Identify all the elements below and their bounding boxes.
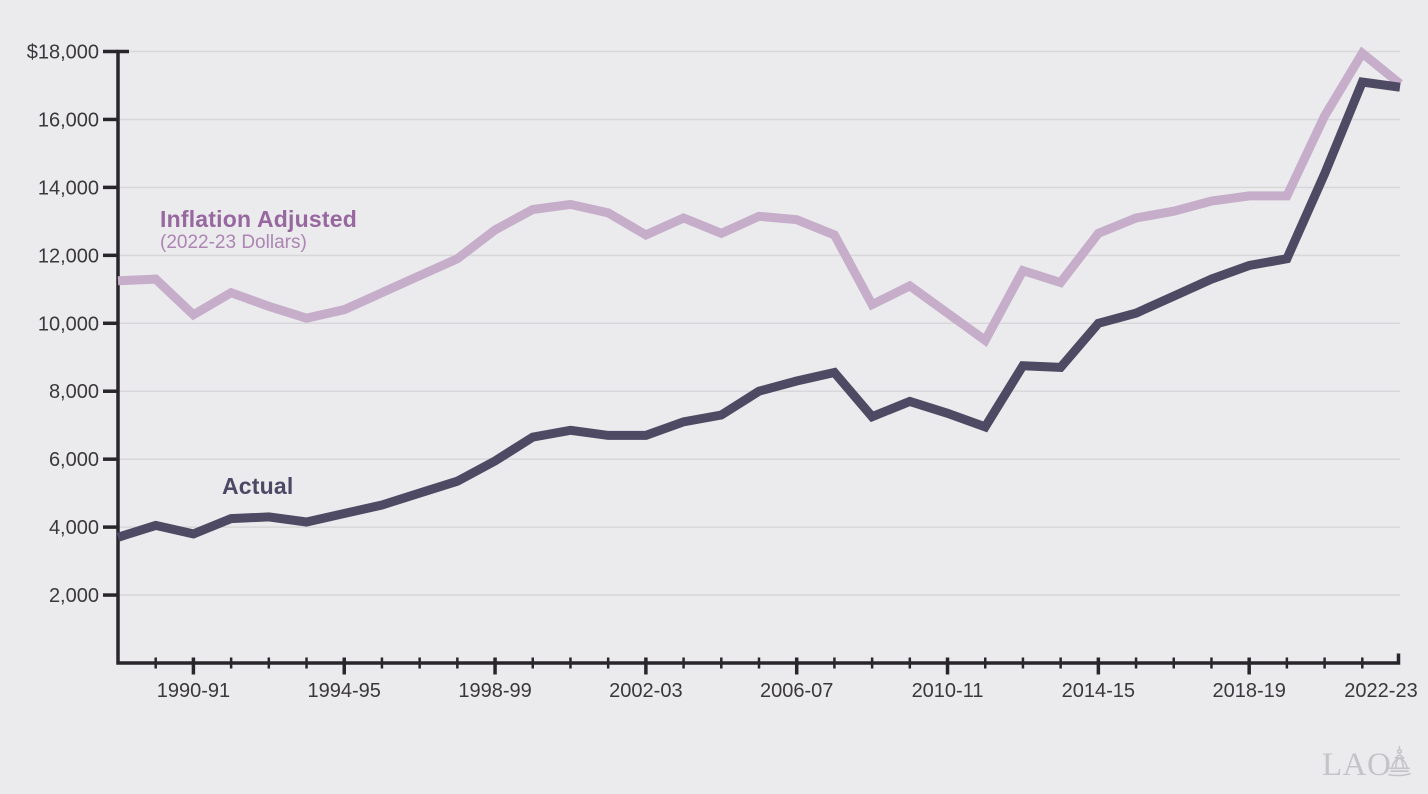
inflation-adjusted-label: Inflation Adjusted <box>160 206 357 232</box>
actual-line <box>116 77 1401 542</box>
y-axis-label: 14,000 <box>38 177 99 199</box>
series-label-inflation-adjusted: Inflation Adjusted (2022-23 Dollars) <box>160 206 357 254</box>
y-axis-label: 10,000 <box>38 313 99 335</box>
x-axis-label: 1990-91 <box>157 680 230 702</box>
y-axis-label: 2,000 <box>49 585 99 607</box>
lao-logo: LAO <box>1322 744 1413 783</box>
x-axis-label: 2002-03 <box>609 680 682 702</box>
x-axis-label: 2006-07 <box>760 680 833 702</box>
y-axis-label: 6,000 <box>49 449 99 471</box>
x-axis-label: 1998-99 <box>458 680 531 702</box>
x-axis-label: 2018-19 <box>1212 680 1285 702</box>
x-axis-label: 2014-15 <box>1062 680 1135 702</box>
axis <box>116 49 1401 665</box>
y-axis-label: $18,000 <box>27 42 99 64</box>
x-axis-label: 1994-95 <box>308 680 381 702</box>
y-axis-label: 4,000 <box>49 517 99 539</box>
y-axis-label: 12,000 <box>38 245 99 267</box>
inflation-adjusted-sublabel: (2022-23 Dollars) <box>160 232 307 253</box>
y-axis-label: 16,000 <box>38 109 99 131</box>
inflation-adjusted-line <box>117 46 1403 347</box>
x-axis-label: 2010-11 <box>912 680 984 702</box>
x-axis-label: 2022-23 <box>1344 680 1417 702</box>
lao-logo-text: LAO <box>1322 747 1392 783</box>
capitol-dome-icon <box>1388 745 1412 777</box>
series-label-actual: Actual <box>222 473 294 499</box>
y-axis-label: 8,000 <box>49 381 99 403</box>
